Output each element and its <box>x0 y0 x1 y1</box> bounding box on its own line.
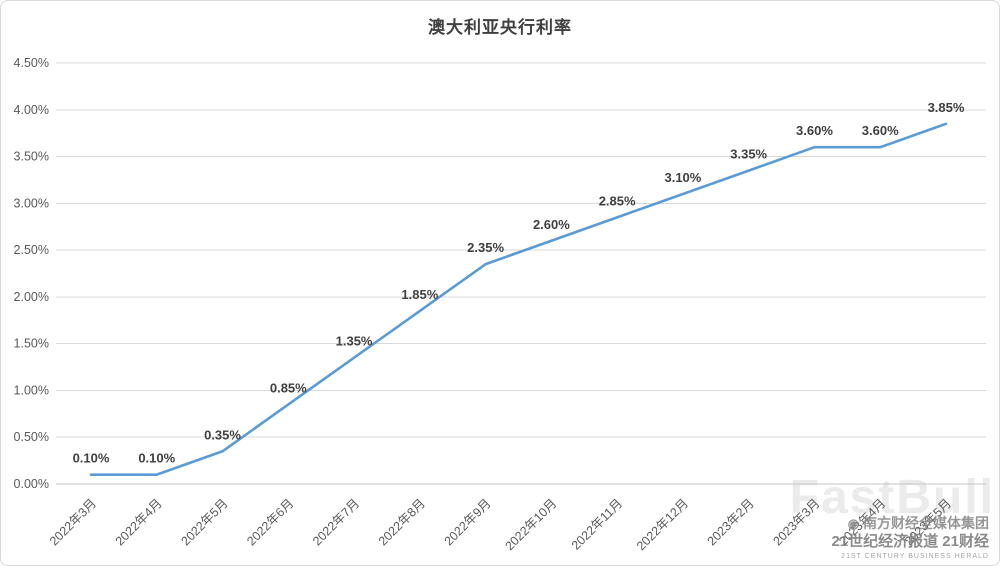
chart-title: 澳大利亚央行利率 <box>428 18 572 37</box>
data-point-label: 0.10% <box>73 451 110 466</box>
watermark-media-group: ◉ 南方财经全媒体集团 21世纪经济报道 21财经 21ST CENTURY B… <box>831 514 989 561</box>
data-point-label: 0.10% <box>138 451 175 466</box>
watermark-media-name: 南方财经全媒体集团 <box>863 514 989 531</box>
y-axis-tick-label: 2.00% <box>14 290 49 304</box>
data-point-label: 3.35% <box>730 147 767 162</box>
y-axis-tick-label: 0.00% <box>14 477 49 491</box>
data-point-label: 3.85% <box>928 100 965 115</box>
data-point-label: 0.85% <box>270 380 307 395</box>
x-axis-tick-label: 2022年12月 <box>634 496 691 553</box>
data-point-label: 2.60% <box>533 217 570 232</box>
data-point-label: 2.85% <box>599 193 636 208</box>
watermark-21cbh-en: 21ST CENTURY BUSINESS HERALD <box>841 552 989 560</box>
y-axis-tick-label: 2.50% <box>14 243 49 257</box>
x-axis-tick-label: 2022年6月 <box>244 496 296 548</box>
x-axis-tick-label: 2022年5月 <box>178 496 230 548</box>
x-axis-tick-label: 2022年9月 <box>442 496 494 548</box>
rate-line-series <box>89 122 948 476</box>
x-axis-tick-label: 2022年10月 <box>502 496 559 553</box>
x-axis-tick-label: 2022年7月 <box>310 496 362 548</box>
watermark-media-name-row: ◉ 南方财经全媒体集团 <box>831 514 989 533</box>
y-axis-tick-label: 3.50% <box>14 150 49 164</box>
data-point-label: 3.60% <box>796 123 833 138</box>
data-point-label: 0.35% <box>204 427 241 442</box>
x-axis-tick-label: 2022年3月 <box>47 496 99 548</box>
data-point-label: 1.35% <box>336 334 373 349</box>
data-point-label: 1.85% <box>401 287 438 302</box>
x-axis-tick-label: 2022年11月 <box>569 496 625 552</box>
y-axis-tick-label: 1.50% <box>14 337 49 351</box>
y-axis-tick-label: 4.50% <box>14 56 49 70</box>
y-axis-tick-label: 3.00% <box>14 196 49 210</box>
data-point-label: 3.10% <box>664 170 701 185</box>
watermark-21cbh: 21世纪经济报道 21财经 <box>831 533 989 551</box>
y-axis-tick-label: 4.00% <box>14 103 49 117</box>
x-axis-tick-label: 2023年3月 <box>770 496 822 548</box>
x-axis-tick-label: 2022年4月 <box>113 496 165 548</box>
y-axis-tick-label: 0.50% <box>14 430 49 444</box>
watermark-fastbull: FastBull <box>789 471 995 524</box>
data-point-label: 2.35% <box>467 240 504 255</box>
data-point-label: 3.60% <box>862 123 899 138</box>
x-axis-tick-label: 2022年8月 <box>376 496 428 548</box>
media-logo-icon: ◉ <box>847 515 860 531</box>
y-axis-tick-label: 1.00% <box>14 383 49 397</box>
x-axis-tick-label: 2023年2月 <box>705 496 757 548</box>
